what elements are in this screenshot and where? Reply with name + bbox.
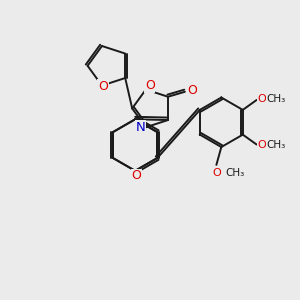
Text: O: O <box>258 140 266 150</box>
Text: CH₃: CH₃ <box>267 140 286 150</box>
Text: O: O <box>98 80 108 93</box>
Text: CH₃: CH₃ <box>267 94 286 104</box>
Text: N: N <box>136 121 146 134</box>
Text: O: O <box>187 84 197 97</box>
Text: CH₃: CH₃ <box>225 168 244 178</box>
Text: O: O <box>131 169 141 182</box>
Text: O: O <box>212 168 221 178</box>
Text: O: O <box>145 79 155 92</box>
Text: O: O <box>258 94 266 104</box>
